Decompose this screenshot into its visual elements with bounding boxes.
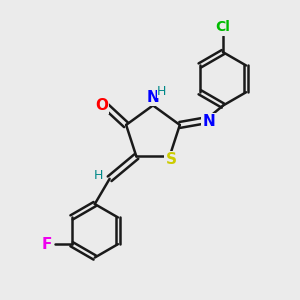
Text: H: H: [94, 169, 103, 182]
Text: S: S: [166, 152, 177, 167]
Text: N: N: [202, 115, 215, 130]
Text: H: H: [157, 85, 167, 98]
Text: N: N: [147, 90, 159, 105]
Text: F: F: [41, 237, 52, 252]
Text: O: O: [95, 98, 108, 113]
Text: Cl: Cl: [215, 20, 230, 34]
